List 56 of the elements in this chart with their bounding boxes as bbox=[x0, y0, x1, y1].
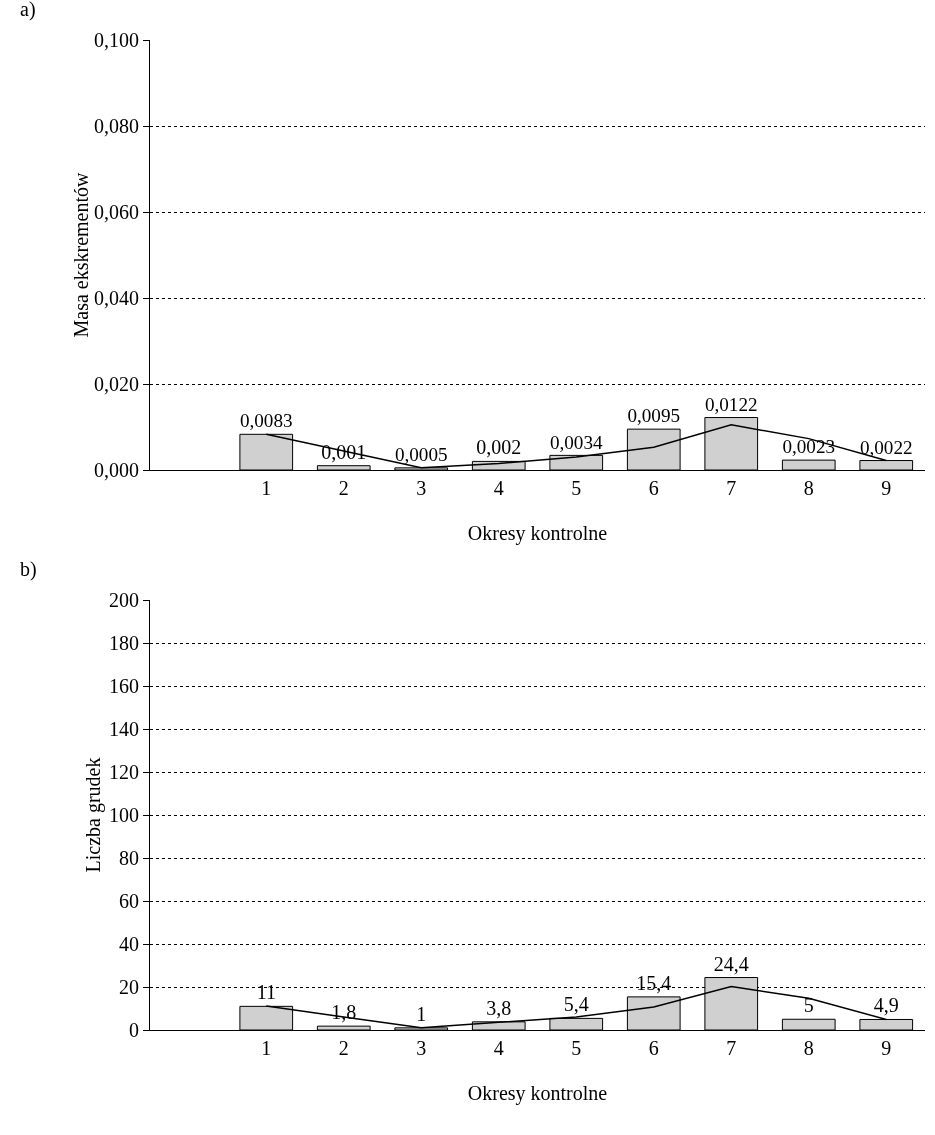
y-tick-label: 180 bbox=[109, 632, 139, 654]
x-axis-title: Okresy kontrolne bbox=[467, 1082, 608, 1105]
data-label: 3,8 bbox=[486, 996, 512, 1019]
y-tick-label: 140 bbox=[109, 718, 139, 740]
x-axis-title: Okresy kontrolne bbox=[467, 522, 608, 545]
x-tick-label: 8 bbox=[803, 1037, 814, 1059]
data-label: 0,0122 bbox=[704, 393, 758, 415]
text: a) bbox=[20, 0, 36, 21]
y-tick-label: 0,000 bbox=[94, 459, 139, 481]
y-axis-title: Masa ekskrementów bbox=[70, 171, 92, 338]
y-tick-label: 0,020 bbox=[94, 373, 139, 395]
y-tick-label: 80 bbox=[119, 847, 139, 869]
data-label: 0,0083 bbox=[239, 410, 293, 432]
x-tick-label: 5 bbox=[571, 1037, 582, 1059]
x-tick-label: 8 bbox=[803, 477, 814, 499]
data-label: 5,4 bbox=[563, 993, 589, 1016]
y-tick-label: 120 bbox=[109, 761, 139, 783]
x-tick-label: 4 bbox=[493, 477, 504, 499]
y-tick-label: 0,080 bbox=[94, 115, 139, 137]
x-tick-label: 5 bbox=[571, 477, 582, 499]
x-tick-label: 6 bbox=[648, 477, 659, 499]
x-tick-label: 6 bbox=[648, 1037, 659, 1059]
data-label: 0,0095 bbox=[627, 405, 681, 427]
x-tick-label: 1 bbox=[261, 477, 272, 499]
x-tick-label: 7 bbox=[726, 1037, 737, 1059]
x-tick-label: 3 bbox=[416, 1037, 427, 1059]
data-label: 0,002 bbox=[476, 436, 522, 459]
x-tick-label: 3 bbox=[416, 477, 427, 499]
data-label: 11 bbox=[256, 981, 276, 1004]
data-label: 24,4 bbox=[713, 952, 749, 975]
y-tick-label: 0 bbox=[129, 1019, 139, 1041]
y-tick-label: 100 bbox=[109, 804, 139, 826]
x-tick-label: 9 bbox=[881, 477, 892, 499]
data-label: 0,0023 bbox=[782, 436, 836, 458]
y-tick-label: 0,100 bbox=[94, 29, 139, 51]
data-label: 0,0022 bbox=[859, 436, 913, 458]
y-axis-title: Liczba grudek bbox=[82, 757, 105, 873]
x-tick-label: 7 bbox=[726, 477, 737, 499]
y-tick-label: 40 bbox=[119, 933, 139, 955]
y-tick-label: 0,060 bbox=[94, 201, 139, 223]
y-tick-label: 160 bbox=[109, 675, 139, 697]
x-tick-label: 1 bbox=[261, 1037, 272, 1059]
data-label: 1 bbox=[416, 1002, 427, 1025]
y-tick-label: 20 bbox=[119, 976, 139, 998]
x-tick-label: 2 bbox=[338, 1037, 349, 1059]
x-tick-label: 2 bbox=[338, 477, 349, 499]
y-tick-label: 200 bbox=[109, 589, 139, 611]
data-label: 0,0034 bbox=[549, 431, 604, 453]
data-label: 0,0005 bbox=[394, 444, 448, 466]
data-label: 4,9 bbox=[873, 994, 899, 1017]
y-tick-label: 0,040 bbox=[94, 287, 139, 309]
x-tick-label: 4 bbox=[493, 1037, 504, 1059]
data-label: 15,4 bbox=[636, 971, 672, 994]
text: b) bbox=[20, 558, 37, 581]
y-tick-label: 60 bbox=[119, 890, 139, 912]
x-tick-label: 9 bbox=[881, 1037, 892, 1059]
